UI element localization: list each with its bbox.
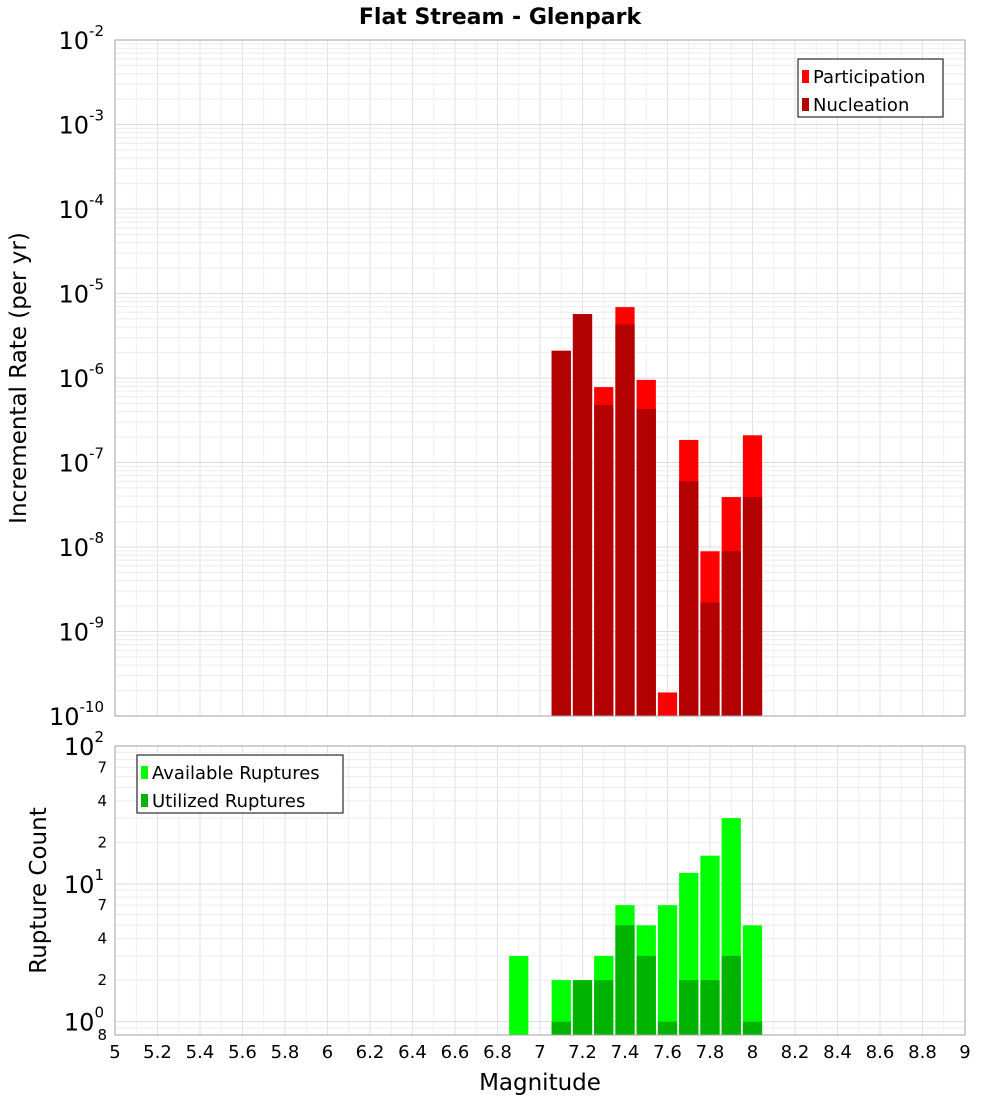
bar-nucleation: [594, 404, 614, 716]
legend-swatch: [141, 794, 148, 807]
y-axis-label-top: Incremental Rate (per yr): [6, 232, 32, 524]
bar-utilized-ruptures: [657, 1021, 678, 1035]
x-tick-label: 6.8: [483, 1042, 512, 1063]
bar-nucleation: [551, 350, 571, 716]
bottom-y-tick-label: 101: [64, 866, 104, 899]
x-tick-label: 5.2: [143, 1042, 172, 1063]
bottom-y-minor-tick-label: 4: [97, 930, 107, 948]
top-y-tick-label: 10-4: [58, 191, 104, 224]
legend-box: [797, 58, 944, 118]
y-axis-label-bottom: Rupture Count: [26, 807, 52, 973]
x-tick-label: 7.4: [611, 1042, 640, 1063]
bar-utilized-ruptures: [700, 980, 720, 1035]
bar-nucleation: [721, 551, 741, 716]
x-tick-label: 5.6: [228, 1042, 257, 1063]
legend-swatch: [141, 766, 148, 779]
bottom-y-minor-tick-label: 2: [97, 833, 107, 851]
bar-utilized-ruptures: [679, 980, 699, 1035]
bar-available-ruptures: [509, 955, 529, 1035]
x-tick-label: 6: [322, 1042, 333, 1063]
bottom-y-tick-label: 102: [64, 728, 104, 761]
bar-available-ruptures: [742, 925, 763, 1035]
x-tick-label: 8.6: [866, 1042, 895, 1063]
x-tick-label: 6.4: [398, 1042, 427, 1063]
legend-box: [136, 754, 344, 814]
legend-swatch: [802, 70, 809, 83]
bottom-frame: [114, 745, 966, 1036]
bar-nucleation: [572, 314, 593, 716]
bar-utilized-ruptures: [572, 980, 593, 1035]
x-tick-label: 8.4: [823, 1042, 852, 1063]
rate-panel: 10-10 10-9 10-8 10-7 10-6 10-5 10-4 10-3 10-2 Inc…: [6, 22, 966, 731]
top-y-tick-label: 10-3: [58, 107, 104, 140]
bottom-y-minor-tick-label: 7: [97, 758, 107, 776]
bar-participation: [657, 692, 678, 716]
x-tick-label: 8: [747, 1042, 758, 1063]
top-y-tick-label: 10-9: [58, 614, 104, 647]
top-y-tick-label: 10-6: [58, 360, 104, 393]
top-y-tick-label: 10-10: [49, 698, 104, 731]
legend-entry: Participation: [813, 67, 925, 88]
bottom-y-minor-tick-label: 7: [97, 896, 107, 914]
bar-utilized-ruptures: [551, 1021, 571, 1035]
x-tick-label: 7.2: [568, 1042, 597, 1063]
x-tick-label: 8.8: [908, 1042, 937, 1063]
bar-nucleation: [615, 324, 635, 716]
x-tick-label: 6.6: [441, 1042, 470, 1063]
legend-entry: Utilized Ruptures: [152, 791, 305, 812]
bar-available-ruptures: [551, 980, 571, 1035]
bottom-y-minor-tick-label: 4: [97, 792, 107, 810]
bar-utilized-ruptures: [742, 1021, 763, 1035]
legend-entry: Available Ruptures: [152, 763, 320, 784]
x-tick-label: 5.8: [271, 1042, 300, 1063]
x-tick-label: 7.6: [653, 1042, 682, 1063]
top-y-tick-label: 10-8: [58, 529, 104, 562]
bar-utilized-ruptures: [636, 955, 656, 1035]
chart-title: Flat Stream - Glenpark: [359, 5, 643, 30]
bottom-y-minor-tick-label: 2: [97, 971, 107, 989]
top-frame: [114, 39, 966, 717]
bottom-y-tick-label: 100: [64, 1004, 104, 1037]
x-tick-label: 6.2: [356, 1042, 385, 1063]
x-tick-label: 7: [534, 1042, 545, 1063]
rupture-count-panel: 102 101 100 7 4 2 7 4 2 8 Rupture Count Available R…: [26, 728, 971, 1063]
bar-nucleation: [636, 408, 656, 716]
bar-utilized-ruptures: [594, 980, 614, 1035]
top-y-tick-label: 10-7: [58, 445, 104, 478]
bar-nucleation: [679, 481, 699, 716]
x-tick-label: 8.2: [781, 1042, 810, 1063]
legend-entry: Nucleation: [813, 95, 909, 116]
x-tick-label: 9: [959, 1042, 970, 1063]
top-y-tick-label: 10-5: [58, 276, 104, 309]
legend-swatch: [802, 98, 809, 111]
x-axis-label: Magnitude: [479, 1070, 601, 1096]
bar-utilized-ruptures: [721, 955, 741, 1035]
bar-available-ruptures: [657, 905, 678, 1035]
x-tick-label: 5: [109, 1042, 120, 1063]
top-y-tick-label: 10-2: [58, 22, 104, 55]
bar-nucleation: [700, 602, 720, 716]
bar-nucleation: [742, 497, 763, 716]
bottom-y-minor-tick-label: 8: [97, 1026, 107, 1044]
x-tick-label: 5.4: [186, 1042, 215, 1063]
bar-utilized-ruptures: [615, 925, 635, 1035]
x-tick-label: 7.8: [696, 1042, 725, 1063]
